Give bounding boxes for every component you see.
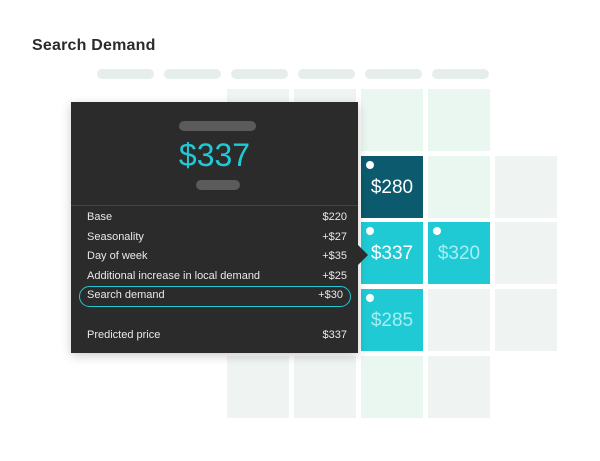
availability-dot <box>366 294 374 302</box>
tooltip-price: $337 <box>178 137 251 173</box>
breakdown-row-predicted-price: Predicted price $337 <box>87 327 347 345</box>
placeholder-bar <box>196 180 240 190</box>
column-header <box>432 69 489 79</box>
calendar-cell-price-selected[interactable]: $337 <box>361 222 423 284</box>
availability-dot <box>366 227 374 235</box>
calendar-cell[interactable] <box>428 156 490 218</box>
column-header <box>231 69 288 79</box>
calendar-cell[interactable] <box>428 356 490 418</box>
breakdown-row-seasonality: Seasonality +$27 <box>87 229 347 247</box>
breakdown-row-local-demand: Additional increase in local demand +$25 <box>87 268 347 286</box>
total-label: Predicted price <box>87 329 161 341</box>
cell-price: $280 <box>370 177 414 198</box>
breakdown-label: Search demand <box>87 289 165 301</box>
calendar-cell-price[interactable]: $280 <box>361 156 423 218</box>
tooltip-arrow <box>358 245 368 265</box>
breakdown-label: Additional increase in local demand <box>87 270 261 282</box>
breakdown-value: +$35 <box>322 250 347 262</box>
placeholder-bar <box>179 121 256 131</box>
cell-price: $320 <box>437 243 481 264</box>
breakdown-value: $220 <box>322 211 347 223</box>
calendar-cell[interactable] <box>428 89 490 151</box>
price-breakdown-tooltip: $337 Base $220 Seasonality +$27 Day of w… <box>71 102 368 353</box>
calendar-cell-price[interactable]: $285 <box>361 289 423 351</box>
breakdown-row-day-of-week: Day of week +$35 <box>87 248 347 266</box>
page-title: Search Demand <box>32 37 156 54</box>
calendar-cell[interactable] <box>361 89 423 151</box>
breakdown-row-base: Base $220 <box>87 209 347 227</box>
column-header <box>164 69 221 79</box>
column-header <box>97 69 154 79</box>
column-header <box>365 69 422 79</box>
breakdown-value: +$27 <box>322 231 347 243</box>
total-value: $337 <box>322 329 347 341</box>
calendar-cell[interactable] <box>361 356 423 418</box>
cell-price: $337 <box>370 243 414 264</box>
calendar-cell[interactable] <box>294 356 356 418</box>
breakdown-row-search-demand: Search demand +$30 <box>79 286 351 307</box>
calendar-cell[interactable] <box>227 356 289 418</box>
calendar-cell-price[interactable]: $320 <box>428 222 490 284</box>
calendar-cell[interactable] <box>495 289 557 351</box>
availability-dot <box>366 161 374 169</box>
breakdown-value: +$25 <box>322 270 347 282</box>
column-header <box>298 69 355 79</box>
calendar-cell[interactable] <box>495 222 557 284</box>
breakdown-label: Seasonality <box>87 231 144 243</box>
availability-dot <box>433 227 441 235</box>
calendar-cell[interactable] <box>428 289 490 351</box>
cell-price: $285 <box>370 310 414 331</box>
tooltip-divider <box>71 205 358 206</box>
breakdown-value: +$30 <box>318 289 343 301</box>
breakdown-label: Day of week <box>87 250 148 262</box>
calendar-cell[interactable] <box>495 156 557 218</box>
breakdown-label: Base <box>87 211 113 223</box>
